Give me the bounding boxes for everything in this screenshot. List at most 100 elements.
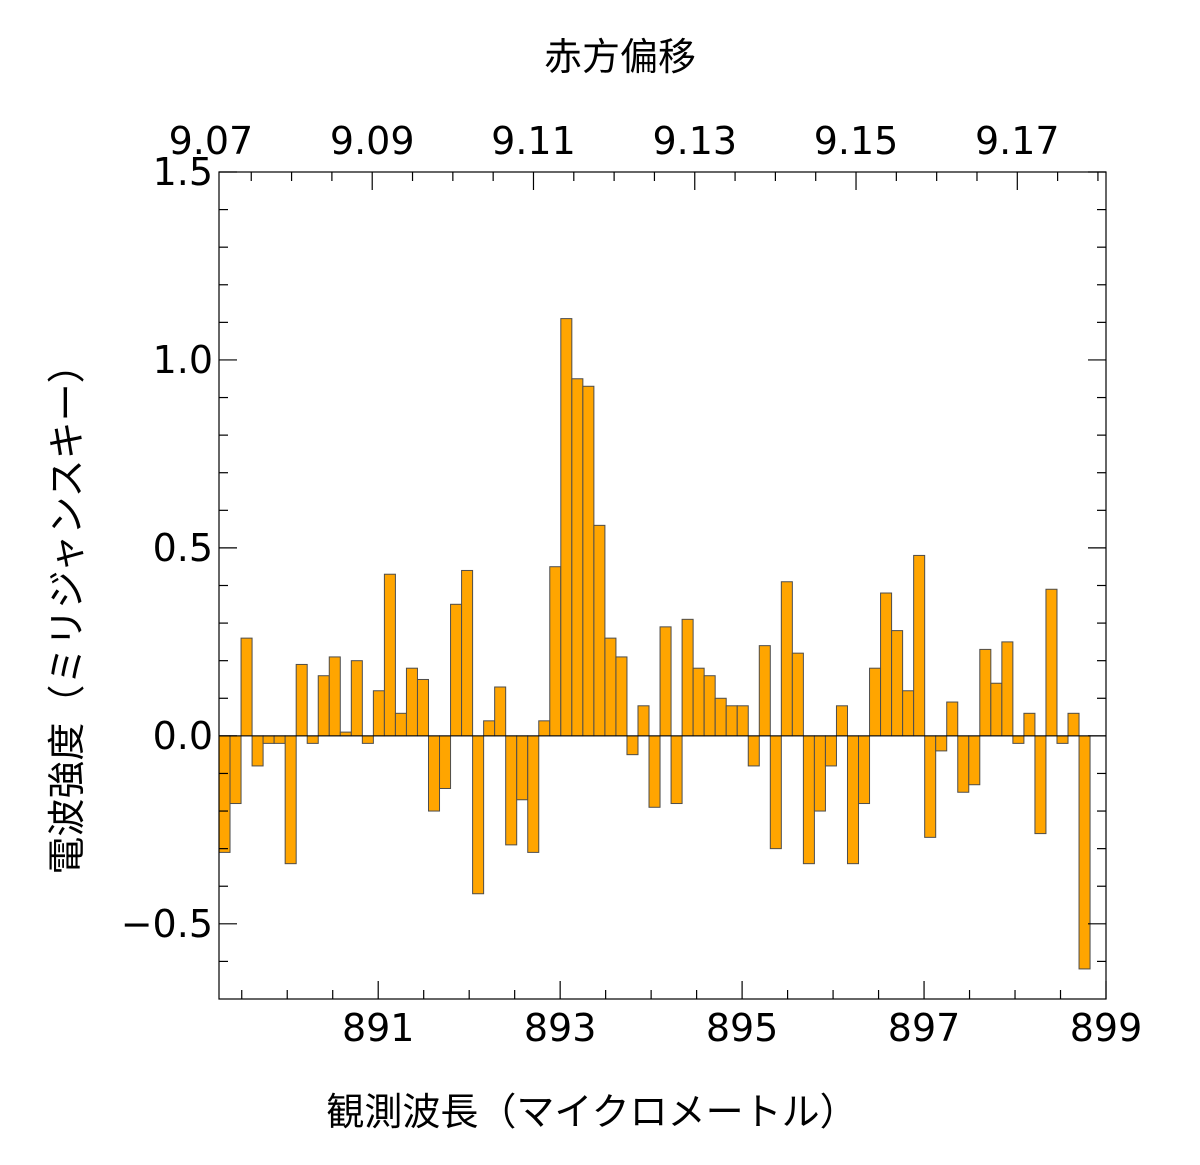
bar	[913, 554, 926, 737]
bar	[648, 735, 661, 808]
bar	[736, 705, 749, 737]
bar	[869, 667, 882, 737]
bar	[416, 678, 429, 737]
bars-group	[218, 318, 1091, 970]
bar	[494, 686, 507, 737]
bar	[1034, 735, 1047, 835]
bar	[880, 592, 893, 737]
bar	[394, 712, 407, 737]
bar	[979, 648, 992, 737]
bar	[516, 735, 529, 801]
bar	[427, 735, 441, 812]
bar	[747, 735, 760, 767]
bar	[295, 663, 308, 737]
bar	[472, 735, 485, 895]
bar	[902, 690, 915, 737]
top-tick-label: 9.09	[330, 119, 415, 163]
bar	[604, 637, 617, 737]
x-tick-label: 897	[888, 1006, 961, 1050]
bar	[802, 735, 815, 865]
bar	[670, 735, 683, 805]
top-tick-label: 9.13	[652, 119, 737, 163]
bar	[791, 652, 804, 737]
x-axis-label: 観測波長（マイクロメートル）	[326, 1090, 857, 1134]
bar	[780, 581, 793, 737]
y-axis-label: 電波強度（ミリジャンスキー）	[45, 345, 89, 874]
bar	[350, 660, 363, 737]
bar	[846, 735, 860, 865]
bar	[582, 385, 595, 737]
bar	[527, 735, 540, 853]
bar	[538, 720, 551, 737]
bar	[957, 735, 970, 793]
bar	[306, 735, 319, 744]
y-tick-label: 0.0	[153, 714, 213, 758]
bar	[593, 524, 606, 737]
bar	[328, 656, 341, 737]
top-tick-label: 9.15	[814, 119, 899, 163]
bar	[1056, 735, 1069, 744]
bar	[450, 603, 463, 737]
bar	[935, 735, 948, 752]
top-tick-label: 9.11	[491, 119, 576, 163]
bar	[251, 735, 264, 767]
bar	[924, 735, 937, 838]
bar	[813, 735, 826, 812]
y-tick-label: 1.0	[153, 338, 213, 382]
y-tick-label: 0.5	[153, 526, 213, 570]
bar	[571, 378, 584, 737]
bar	[1001, 641, 1014, 737]
tick-labels-group: 1.5 1.0 0.5 0.0 −0.5 891 893 895 897 899 9.07 9.09 9…	[121, 119, 1143, 1050]
bar	[946, 701, 959, 737]
bar	[339, 731, 352, 737]
bar	[483, 720, 496, 737]
x-tick-label: 895	[706, 1006, 779, 1050]
bar	[1012, 735, 1025, 744]
bar	[758, 645, 771, 737]
bar	[560, 318, 573, 737]
bar	[505, 735, 518, 846]
top-tick-label: 9.07	[169, 119, 254, 163]
x-tick-label: 891	[342, 1006, 415, 1050]
bar	[681, 618, 694, 737]
bar	[1078, 735, 1091, 970]
bar	[229, 735, 242, 805]
bar	[626, 735, 639, 756]
bar	[891, 630, 904, 737]
y-tick-label: 1.5	[153, 150, 213, 194]
bar	[240, 637, 253, 737]
bar	[692, 667, 705, 737]
bar	[990, 682, 1003, 737]
bar	[273, 735, 286, 744]
bar	[262, 735, 275, 744]
bar	[824, 735, 837, 767]
bar	[968, 735, 981, 786]
bar	[714, 697, 727, 737]
bar	[317, 675, 330, 737]
bar	[461, 569, 474, 737]
bar	[835, 705, 848, 737]
bar	[405, 667, 418, 737]
plot-frame	[218, 171, 1107, 1000]
bar	[1045, 588, 1058, 737]
bar	[372, 690, 385, 737]
y-tick-label: −0.5	[121, 902, 213, 946]
bar	[725, 705, 738, 737]
bar	[858, 735, 871, 805]
bar	[703, 675, 716, 737]
ticks-group	[219, 171, 1107, 999]
bar	[284, 735, 297, 865]
bar	[549, 566, 562, 737]
bar	[383, 573, 396, 737]
bar	[1023, 712, 1036, 737]
bar	[659, 626, 672, 737]
x-tick-label: 893	[524, 1006, 597, 1050]
top-tick-label: 9.17	[975, 119, 1060, 163]
bar	[637, 705, 650, 737]
top-axis-label: 赤方偏移	[544, 35, 696, 79]
bar	[218, 735, 231, 853]
bar	[615, 656, 628, 737]
bar	[361, 735, 374, 744]
bar	[769, 735, 782, 850]
